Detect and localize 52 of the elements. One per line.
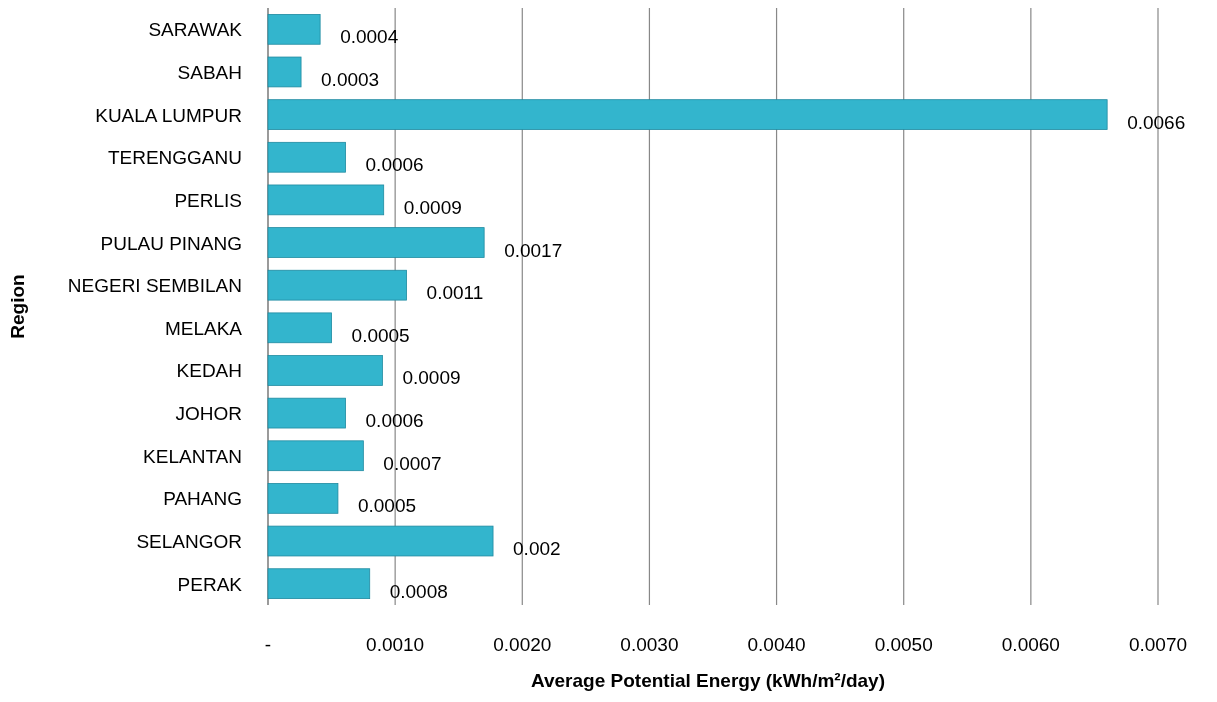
y-tick-label: KEDAH xyxy=(176,360,242,382)
y-tick-label: PERLIS xyxy=(174,189,242,211)
data-label: 0.0005 xyxy=(351,324,410,346)
y-tick-label: SELANGOR xyxy=(136,531,242,553)
x-axis-title: Average Potential Energy (kWh/m²/day) xyxy=(530,670,886,691)
y-tick-label: KUALA LUMPUR xyxy=(95,104,242,126)
y-tick-label: PAHANG xyxy=(163,488,242,510)
x-tick-label: 0.0040 xyxy=(747,634,806,655)
data-label: 0.0017 xyxy=(504,239,563,261)
bar xyxy=(267,483,339,514)
x-tick-label: 0.0050 xyxy=(874,634,933,655)
data-label: 0.0009 xyxy=(402,367,461,389)
bar xyxy=(267,312,332,344)
bar xyxy=(267,355,383,386)
y-tick-label: TERENGGANU xyxy=(107,147,242,169)
y-tick-label: SARAWAK xyxy=(148,19,243,41)
bar xyxy=(267,56,302,88)
bar xyxy=(267,397,346,429)
x-tick-label: 0.0030 xyxy=(620,634,679,655)
data-label: 0.0005 xyxy=(357,495,417,517)
bar xyxy=(267,568,371,599)
data-label: 0.0066 xyxy=(1127,111,1186,133)
y-axis-title: Region xyxy=(7,274,28,339)
data-label: 0.002 xyxy=(513,538,561,560)
bar xyxy=(267,525,494,557)
bar xyxy=(267,440,364,472)
data-label: 0.0007 xyxy=(383,452,442,474)
y-tick-label: MELAKA xyxy=(164,317,243,339)
x-tick-label: 0.0070 xyxy=(1128,634,1188,655)
bar xyxy=(267,14,321,45)
y-tick-label: PULAU PINANG xyxy=(100,232,242,254)
data-label: 0.0003 xyxy=(321,68,380,90)
data-label: 0.0011 xyxy=(426,282,484,304)
data-label: 0.0008 xyxy=(389,580,448,602)
bar xyxy=(267,141,346,173)
x-tick-label: - xyxy=(264,634,272,655)
bar xyxy=(267,184,385,216)
x-tick-label: 0.0020 xyxy=(493,634,552,655)
y-tick-label: NEGERI SEMBILAN xyxy=(67,275,242,297)
data-label: 0.0006 xyxy=(365,154,424,176)
x-tick-label: 0.0010 xyxy=(366,634,425,655)
y-tick-label: SABAH xyxy=(177,61,242,83)
data-label: 0.0009 xyxy=(403,196,462,218)
data-label: 0.0004 xyxy=(340,26,399,48)
bar xyxy=(267,99,1108,130)
x-tick-label: 0.0060 xyxy=(1001,634,1060,655)
bar xyxy=(267,269,407,301)
y-tick-label: PERAK xyxy=(177,573,243,595)
y-tick-label: JOHOR xyxy=(175,403,242,425)
bar xyxy=(267,227,485,258)
y-tick-label: KELANTAN xyxy=(143,445,242,467)
data-label: 0.0006 xyxy=(365,410,424,432)
